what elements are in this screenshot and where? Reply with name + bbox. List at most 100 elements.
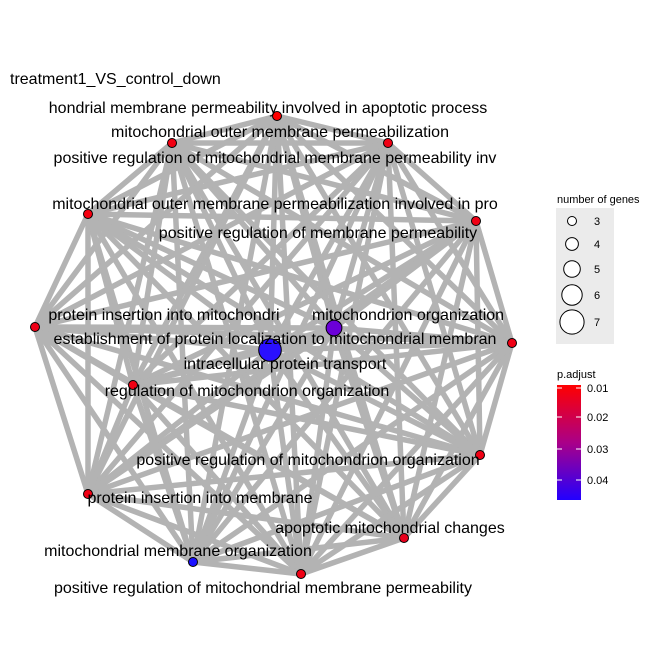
network-edge	[32, 324, 273, 353]
network-edge	[32, 324, 91, 497]
network-edge	[85, 140, 175, 217]
network-edge	[401, 218, 479, 541]
network-edge	[85, 452, 483, 497]
size-legend: number of genes 3 4 5 6 7	[556, 194, 640, 344]
node-label: intracellular protein transport	[184, 356, 387, 373]
network-edge	[85, 382, 136, 497]
network-node[interactable]	[128, 380, 138, 390]
network-edge	[190, 452, 483, 565]
color-legend-label: 0.01	[587, 383, 608, 395]
node-label: mitochondrial membrane organization	[44, 543, 312, 560]
network-edge	[298, 325, 337, 577]
network-node[interactable]	[325, 319, 343, 337]
network-edge	[130, 347, 273, 388]
network-node[interactable]	[83, 489, 93, 499]
node-label: hondrial membrane permeability involved …	[49, 100, 487, 117]
network-labels: hondrial membrane permeability involved …	[44, 100, 505, 597]
network-edge	[32, 218, 479, 330]
network-edge	[298, 340, 515, 577]
network-edge	[85, 211, 515, 346]
network-node[interactable]	[475, 450, 485, 460]
network-edge	[190, 340, 515, 565]
node-label: positive regulation of mitochondrial mem…	[54, 150, 497, 167]
network-edge	[130, 340, 515, 388]
node-label: mitochondrial outer membrane permeabiliz…	[111, 124, 449, 141]
network-edge	[267, 347, 304, 577]
network-node[interactable]	[383, 138, 393, 148]
size-legend-circle	[561, 284, 583, 306]
network-node[interactable]	[258, 338, 282, 362]
color-legend: p.adjust 0.01 0.02 0.03 0.04	[557, 369, 608, 500]
network-edge	[130, 382, 407, 541]
node-label: mitochondrial outer membrane permeabiliz…	[52, 196, 498, 213]
node-label: positive regulation of mitochondrial mem…	[54, 580, 472, 597]
size-legend-label: 6	[594, 290, 600, 302]
node-label: protein insertion into membrane	[87, 490, 312, 507]
network-edge	[267, 140, 391, 353]
size-legend-circle	[567, 216, 577, 226]
network-edge	[473, 218, 515, 346]
color-legend-label: 0.03	[587, 444, 608, 456]
plot-title: treatment1_VS_control_down	[10, 71, 221, 88]
node-label: apoptotic mitochondrial changes	[275, 520, 504, 537]
network-node[interactable]	[296, 569, 306, 579]
node-label: positive regulation of membrane permeabi…	[159, 225, 477, 242]
network-edge	[190, 535, 407, 565]
network-edge	[267, 347, 483, 458]
network-node[interactable]	[272, 111, 282, 121]
network-edge	[298, 535, 407, 577]
network-node[interactable]	[507, 338, 517, 348]
network-edge	[130, 218, 479, 388]
network-edge	[85, 491, 304, 577]
network-node[interactable]	[399, 533, 409, 543]
network-edge	[267, 347, 407, 541]
network-node[interactable]	[30, 322, 40, 332]
network-edge	[331, 325, 515, 346]
network-edge	[85, 140, 391, 497]
network-edge	[298, 452, 483, 577]
network-edge	[274, 113, 391, 146]
network-node[interactable]	[188, 557, 198, 567]
network-edge	[401, 452, 483, 541]
network-edge	[385, 140, 479, 224]
network-edge	[190, 347, 273, 565]
network-nodes	[30, 111, 517, 579]
network-node[interactable]	[83, 209, 93, 219]
node-label: protein insertion into mitochondri	[48, 307, 279, 324]
network-edge	[85, 325, 337, 497]
size-legend-label: 4	[594, 239, 600, 251]
node-label: establishment of protein localization to…	[54, 331, 497, 348]
size-legend-label: 3	[594, 216, 600, 228]
network-edge	[85, 347, 273, 497]
node-label: mitochondrion organization	[312, 307, 504, 324]
size-legend-title: number of genes	[557, 194, 640, 206]
node-label: regulation of mitochondrion organization	[105, 383, 390, 400]
network-edge	[32, 324, 304, 577]
network-edge	[298, 218, 479, 577]
network-edges	[32, 113, 515, 577]
network-edge	[85, 140, 391, 217]
network-edge	[169, 113, 280, 146]
network-edge	[385, 140, 483, 458]
network-edge	[274, 113, 515, 346]
node-label: positive regulation of mitochondrion org…	[136, 452, 479, 469]
color-legend-bar	[557, 385, 581, 500]
network-node[interactable]	[471, 216, 481, 226]
color-legend-label: 0.02	[587, 412, 608, 424]
network-edge	[32, 324, 515, 346]
network-edge	[401, 340, 515, 541]
network-edge	[274, 113, 483, 458]
network-edge	[267, 340, 515, 353]
network-edge	[32, 140, 391, 330]
size-legend-circle	[565, 237, 579, 251]
size-legend-label: 5	[594, 264, 600, 276]
network-edge	[32, 211, 91, 330]
network-edge	[130, 382, 483, 458]
network-edge	[85, 491, 196, 565]
network-node[interactable]	[167, 138, 177, 148]
size-legend-circle	[559, 309, 585, 335]
color-legend-label: 0.04	[587, 475, 608, 487]
network-edge	[85, 211, 479, 224]
network-edge	[477, 340, 515, 458]
